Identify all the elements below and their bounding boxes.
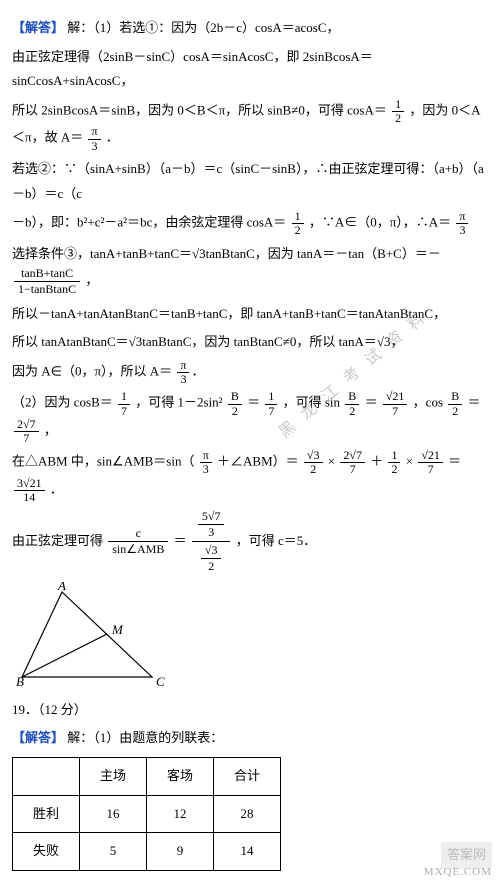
text: 解：（1）由题意的列联表： bbox=[67, 730, 223, 745]
frac-half: 12 bbox=[392, 98, 404, 125]
contingency-table: 主场 客场 合计 胜利 16 12 28 失败 5 9 14 bbox=[12, 757, 281, 871]
frac-pi3: π3 bbox=[456, 210, 468, 237]
cell: 12 bbox=[147, 795, 214, 833]
frac-r21-7: √217 bbox=[418, 449, 443, 476]
frac-B2: B2 bbox=[345, 390, 359, 417]
text: 选择条件③，tanA+tanB+tanC＝√3tanBtanC，因为 tanA＝… bbox=[12, 246, 441, 261]
text: ，∵A∈（0，π），∴A＝ bbox=[309, 215, 451, 230]
line-2: 所以 2sinBcosA＝sinB，因为 0＜B＜π，所以 sinB≠0，可得 … bbox=[12, 98, 488, 153]
triangle-diagram: A B C M bbox=[12, 582, 172, 692]
text: ，可得 1－2sin² bbox=[135, 395, 222, 410]
text: ，可得 c＝5． bbox=[236, 533, 317, 548]
cell: 14 bbox=[214, 833, 281, 871]
frac-c-sin: csin∠AMB bbox=[108, 526, 168, 557]
line-3b: －b），即：b²+c²－a²＝bc，由余弦定理得 cosA＝ 12 ，∵A∈（0… bbox=[12, 210, 488, 237]
line-3a: 若选②：∵（sinA+sinB）（a－b）＝c（sinC－sinB），∴由正弦定… bbox=[12, 157, 488, 206]
line-p2: （2）因为 cosB＝ 17 ，可得 1－2sin² B2 ＝ 17 ，可得 s… bbox=[12, 390, 488, 445]
label-B: B bbox=[16, 674, 24, 689]
cell: 合计 bbox=[214, 758, 281, 796]
cell: 主场 bbox=[80, 758, 147, 796]
text: 因为 A∈（0，π），所以 A＝ bbox=[12, 364, 172, 379]
line-header: 【解答】 解：（1）若选①：因为（2b－c）cosA＝acosC， bbox=[12, 16, 488, 41]
text: ， bbox=[85, 273, 98, 288]
cell bbox=[13, 758, 80, 796]
cell: 5 bbox=[80, 833, 147, 871]
label-answer: 【解答】 bbox=[12, 20, 64, 35]
corner-url: MXQE.COM bbox=[424, 862, 492, 883]
frac-half: 12 bbox=[292, 210, 304, 237]
text: ＋∠ABM）＝ bbox=[217, 454, 299, 469]
frac-1-7: 17 bbox=[118, 390, 130, 417]
frac-r3-2: √32 bbox=[304, 449, 323, 476]
frac-2r7-7: 2√77 bbox=[340, 449, 365, 476]
text: 解：（1）若选①：因为（2b－c）cosA＝acosC， bbox=[67, 20, 339, 35]
line-abm: 在△ABM 中，sin∠AMB＝sin（ π3 ＋∠ABM）＝ √32 × 2√… bbox=[12, 449, 488, 504]
q19-header: 19．（12 分） bbox=[12, 698, 488, 723]
text: × bbox=[406, 454, 413, 469]
text: ＝ bbox=[247, 395, 260, 410]
text: ， bbox=[44, 422, 57, 437]
text: ＝ bbox=[468, 395, 481, 410]
text: 由正弦定理可得 bbox=[12, 533, 103, 548]
frac-B2: B2 bbox=[448, 390, 462, 417]
label-answer: 【解答】 bbox=[12, 730, 64, 745]
cell: 胜利 bbox=[13, 795, 80, 833]
text: －b），即：b²+c²－a²＝bc，由余弦定理得 cosA＝ bbox=[12, 215, 286, 230]
cell: 16 bbox=[80, 795, 147, 833]
frac-tan: tanB+tanC1−tanBtanC bbox=[14, 266, 80, 297]
frac-3r21-14: 3√2114 bbox=[14, 477, 45, 504]
line-zhengxian: 由正弦定理可得 csin∠AMB ＝ 5√73 √32 ，可得 c＝5． bbox=[12, 508, 488, 576]
text: 所以 2sinBcosA＝sinB，因为 0＜B＜π，所以 sinB≠0，可得 … bbox=[12, 103, 387, 118]
cell: 28 bbox=[214, 795, 281, 833]
text: ． bbox=[106, 130, 119, 145]
line-7: 因为 A∈（0，π），所以 A＝ π3． bbox=[12, 359, 488, 386]
frac-half: 12 bbox=[388, 449, 400, 476]
label-M: M bbox=[111, 622, 124, 637]
text: × bbox=[328, 454, 335, 469]
text: 在△ABM 中，sin∠AMB＝sin（ bbox=[12, 454, 194, 469]
text: ＝ bbox=[448, 454, 461, 469]
line-4: 选择条件③，tanA+tanB+tanC＝√3tanBtanC，因为 tanA＝… bbox=[12, 242, 488, 298]
frac-2r7-7: 2√77 bbox=[14, 418, 39, 445]
label-A: A bbox=[57, 582, 66, 593]
line-5: 所以－tanA+tanAtanBtanC＝tanB+tanC，即 tanA+ta… bbox=[12, 302, 488, 327]
table-row: 胜利 16 12 28 bbox=[13, 795, 281, 833]
q19-lead: 【解答】 解：（1）由题意的列联表： bbox=[12, 726, 488, 751]
cell: 客场 bbox=[147, 758, 214, 796]
frac-inner-top: 5√73 bbox=[198, 509, 225, 540]
frac-inner-bot: √32 bbox=[201, 543, 222, 574]
label-C: C bbox=[156, 674, 165, 689]
frac-nested: 5√73 √32 bbox=[192, 508, 231, 576]
text: ． bbox=[50, 481, 63, 496]
table-row: 失败 5 9 14 bbox=[13, 833, 281, 871]
frac-pi3: π3 bbox=[200, 449, 212, 476]
frac-1-7: 17 bbox=[265, 390, 277, 417]
text: ，cos bbox=[413, 395, 443, 410]
frac-pi3: π3 bbox=[177, 359, 189, 386]
text: ＋ bbox=[370, 454, 383, 469]
text: （2）因为 cosB＝ bbox=[12, 395, 113, 410]
line-6: 所以 tanAtanBtanC＝√3tanBtanC，因为 tanBtanC≠0… bbox=[12, 330, 488, 355]
cell: 失败 bbox=[13, 833, 80, 871]
text: ＝ bbox=[365, 395, 378, 410]
frac-r21-7: √217 bbox=[383, 390, 408, 417]
line-1: 由正弦定理得（2sinB－sinC）cosA＝sinAcosC，即 2sinBc… bbox=[12, 45, 488, 94]
text: ＝ bbox=[174, 533, 187, 548]
frac-B2: B2 bbox=[228, 390, 242, 417]
cell: 9 bbox=[147, 833, 214, 871]
frac-pi3: π3 bbox=[88, 125, 100, 152]
text: ，可得 sin bbox=[283, 395, 340, 410]
table-row: 主场 客场 合计 bbox=[13, 758, 281, 796]
